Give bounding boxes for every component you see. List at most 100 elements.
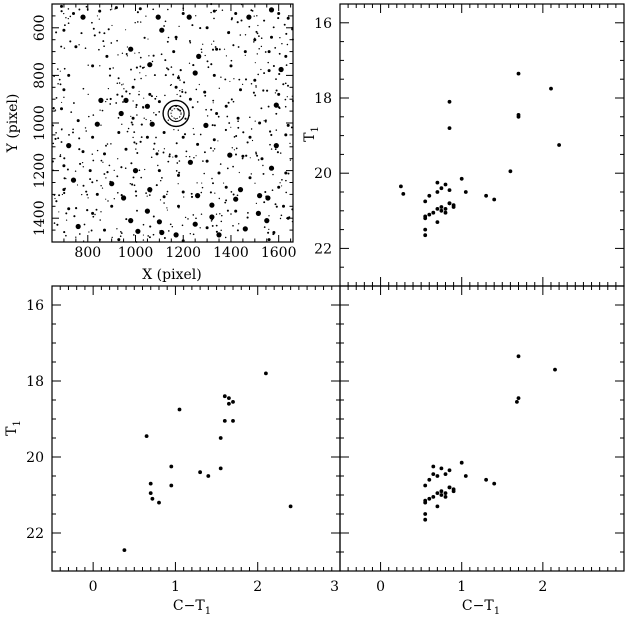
faint-star bbox=[196, 182, 198, 184]
faint-star bbox=[211, 177, 213, 180]
faint-star bbox=[163, 202, 165, 204]
cmd-bottom-left-points bbox=[122, 371, 293, 552]
faint-star bbox=[206, 60, 209, 63]
data-point bbox=[459, 460, 464, 465]
faint-star bbox=[211, 224, 214, 227]
faint-star bbox=[101, 187, 104, 189]
faint-star bbox=[69, 40, 72, 43]
faint-star bbox=[264, 51, 267, 53]
x-tick-label: 3 bbox=[330, 579, 339, 595]
faint-star bbox=[55, 131, 57, 134]
faint-star bbox=[225, 199, 228, 202]
faint-star bbox=[214, 46, 217, 48]
faint-star bbox=[275, 78, 277, 80]
faint-star bbox=[98, 48, 100, 51]
faint-star bbox=[246, 141, 249, 144]
medium-star bbox=[181, 135, 185, 139]
faint-star bbox=[90, 229, 93, 232]
faint-star bbox=[255, 30, 258, 33]
faint-star bbox=[122, 83, 124, 85]
y-tick-label: 22 bbox=[26, 526, 44, 542]
data-point bbox=[447, 201, 452, 206]
faint-star bbox=[59, 155, 62, 158]
medium-star bbox=[157, 169, 161, 173]
faint-star bbox=[233, 78, 235, 80]
faint-star bbox=[275, 129, 278, 131]
data-point bbox=[150, 496, 155, 501]
faint-star bbox=[238, 223, 240, 225]
faint-star bbox=[164, 94, 166, 97]
bright-star bbox=[192, 70, 198, 76]
faint-star bbox=[260, 68, 262, 71]
faint-star bbox=[72, 102, 75, 104]
cmd-bottom-left-frame bbox=[51, 285, 341, 572]
medium-star bbox=[91, 64, 95, 68]
faint-star bbox=[271, 189, 274, 192]
faint-star bbox=[155, 184, 158, 187]
faint-star bbox=[86, 193, 89, 196]
faint-star bbox=[111, 24, 113, 27]
medium-star bbox=[117, 131, 121, 134]
faint-star bbox=[127, 127, 130, 130]
faint-star bbox=[91, 153, 94, 155]
faint-star bbox=[135, 66, 138, 69]
faint-star bbox=[126, 130, 129, 133]
faint-star bbox=[134, 21, 136, 24]
faint-star bbox=[60, 10, 63, 13]
faint-star bbox=[279, 37, 281, 39]
sky-y-axis-label: Y (pixel) bbox=[5, 94, 21, 154]
faint-star bbox=[189, 41, 192, 44]
faint-star bbox=[87, 93, 89, 96]
data-point bbox=[423, 500, 428, 505]
faint-star bbox=[55, 31, 58, 34]
data-point bbox=[177, 407, 182, 412]
faint-star bbox=[161, 177, 163, 179]
faint-star bbox=[217, 140, 219, 142]
faint-star bbox=[202, 43, 204, 45]
faint-star bbox=[84, 47, 87, 49]
faint-star bbox=[67, 8, 70, 10]
bright-star bbox=[273, 143, 279, 149]
faint-star bbox=[57, 137, 60, 140]
data-point bbox=[435, 190, 440, 194]
faint-star bbox=[85, 5, 88, 8]
faint-star bbox=[134, 190, 137, 193]
faint-star bbox=[256, 53, 259, 55]
medium-star bbox=[253, 38, 257, 42]
faint-star bbox=[65, 178, 67, 180]
faint-star bbox=[260, 37, 263, 39]
faint-star bbox=[112, 67, 114, 69]
faint-star bbox=[65, 219, 68, 221]
medium-star bbox=[203, 90, 207, 94]
faint-star bbox=[256, 32, 259, 35]
faint-star bbox=[200, 48, 203, 51]
faint-star bbox=[257, 73, 260, 76]
data-point bbox=[423, 517, 428, 522]
faint-star bbox=[168, 155, 171, 158]
faint-star bbox=[245, 154, 248, 157]
faint-star bbox=[215, 224, 218, 227]
faint-star bbox=[213, 148, 216, 150]
faint-star bbox=[96, 179, 98, 182]
faint-star bbox=[133, 78, 136, 81]
faint-star bbox=[57, 68, 59, 70]
faint-star bbox=[263, 226, 266, 228]
faint-star bbox=[120, 232, 123, 234]
faint-star bbox=[79, 162, 82, 165]
faint-star bbox=[258, 48, 260, 50]
faint-star bbox=[63, 67, 66, 70]
faint-star bbox=[73, 215, 76, 218]
data-point bbox=[435, 207, 440, 211]
bright-star bbox=[233, 196, 239, 202]
faint-star bbox=[117, 117, 120, 119]
bright-star bbox=[209, 214, 215, 220]
sky-tick-labels: 800 1000 1200 1400 1600 600 800 1000 1200 1400 bbox=[32, 14, 297, 261]
faint-star bbox=[260, 45, 263, 48]
faint-star bbox=[175, 142, 178, 145]
faint-star bbox=[116, 39, 118, 42]
faint-star bbox=[232, 165, 234, 168]
faint-star bbox=[60, 45, 63, 48]
faint-star bbox=[228, 122, 231, 124]
faint-star bbox=[263, 19, 266, 22]
data-point bbox=[549, 86, 553, 91]
